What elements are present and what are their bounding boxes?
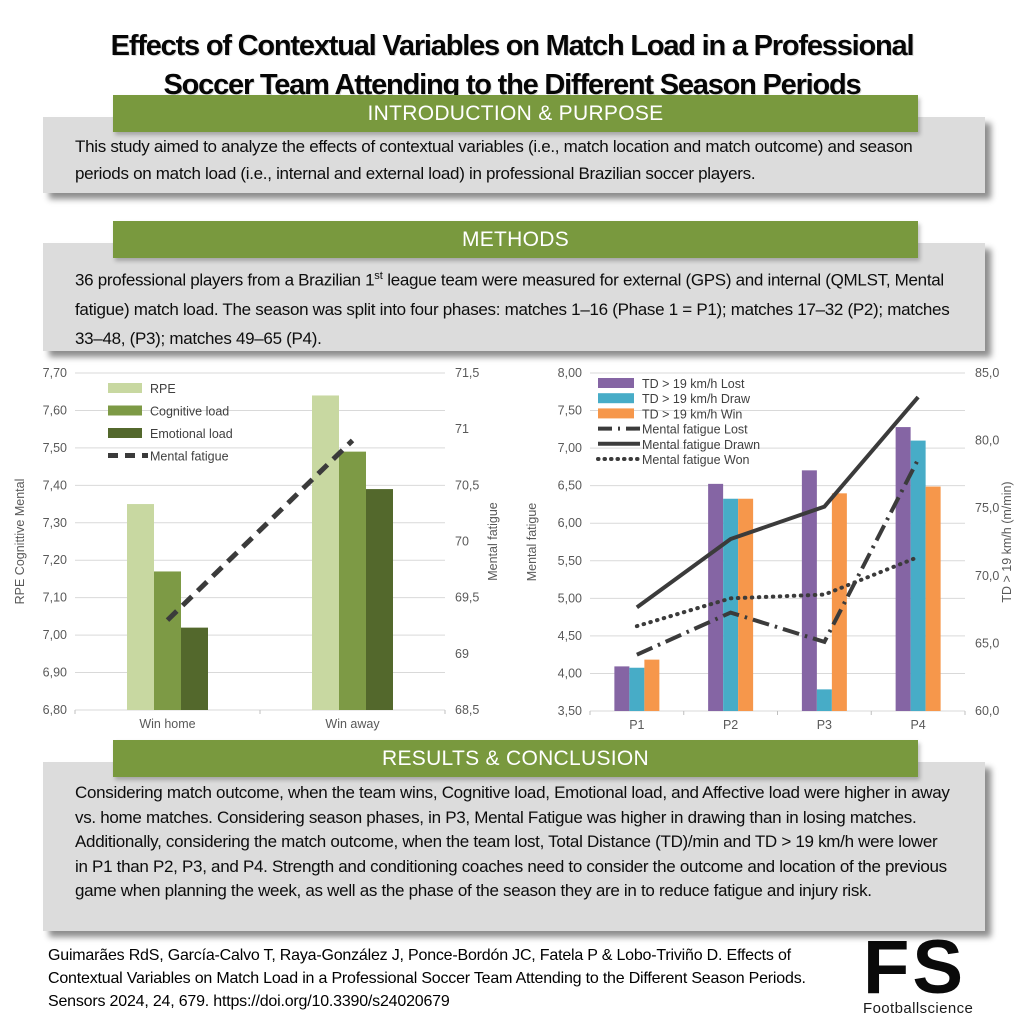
- svg-text:85,0: 85,0: [975, 366, 999, 380]
- svg-text:RPE Cognittive Mental: RPE Cognittive Mental: [13, 479, 27, 605]
- methods-body-box: 36 professional players from a Brazilian…: [43, 243, 985, 351]
- svg-text:5,50: 5,50: [558, 554, 582, 568]
- svg-text:TD > 19 km/h Draw: TD > 19 km/h Draw: [642, 392, 751, 406]
- svg-text:70: 70: [455, 535, 469, 549]
- svg-text:Win home: Win home: [139, 717, 195, 731]
- poster-title: Effects of Contextual Variables on Match…: [0, 27, 1024, 105]
- fs-logo-text: FS: [863, 925, 967, 1010]
- svg-text:71: 71: [455, 422, 469, 436]
- svg-text:6,00: 6,00: [558, 516, 582, 530]
- svg-text:3,50: 3,50: [558, 704, 582, 718]
- rpe-load-chart-svg: 6,80 6,90 7,00 7,10 7,20 7,30 7,40 7,50 7,60 7,70…: [13, 366, 500, 731]
- results-heading: RESULTS & CONCLUSION: [382, 747, 649, 770]
- intro-body: This study aimed to analyze the effects …: [75, 137, 913, 183]
- svg-text:Mental fatigue Won: Mental fatigue Won: [642, 453, 750, 467]
- svg-text:75,0: 75,0: [975, 501, 999, 515]
- td-fatigue-chart-svg: 3,50 4,00 4,50 5,00 5,50 6,00 6,50 7,00 7,50 8,00…: [525, 366, 1014, 732]
- svg-text:6,50: 6,50: [558, 479, 582, 493]
- svg-text:7,50: 7,50: [558, 404, 582, 418]
- intro-heading-bar: INTRODUCTION & PURPOSE: [113, 95, 918, 132]
- methods-superscript: st: [374, 270, 383, 282]
- methods-body: 36 professional players from a Brazilian…: [75, 270, 950, 348]
- svg-text:Mental fatigue Lost: Mental fatigue Lost: [642, 423, 748, 437]
- svg-text:RPE: RPE: [150, 382, 176, 396]
- svg-text:P2: P2: [723, 718, 738, 732]
- svg-text:Mental fatigue: Mental fatigue: [150, 450, 229, 464]
- svg-text:7,30: 7,30: [43, 516, 67, 530]
- svg-text:70,5: 70,5: [455, 478, 479, 492]
- svg-text:Win away: Win away: [325, 717, 380, 731]
- svg-text:P3: P3: [817, 718, 832, 732]
- svg-text:TD > 19 km/h Win: TD > 19 km/h Win: [642, 407, 742, 421]
- td-fatigue-chart: 3,50 4,00 4,50 5,00 5,50 6,00 6,50 7,00 7,50 8,00…: [518, 360, 1024, 744]
- svg-text:Cognitive load: Cognitive load: [150, 405, 229, 419]
- svg-text:7,50: 7,50: [43, 441, 67, 455]
- fs-logo: FS Footballscience: [863, 925, 1013, 1018]
- svg-text:4,00: 4,00: [558, 666, 582, 680]
- svg-text:7,10: 7,10: [43, 591, 67, 605]
- svg-text:4,50: 4,50: [558, 629, 582, 643]
- svg-text:69,5: 69,5: [455, 591, 479, 605]
- svg-text:68,5: 68,5: [455, 703, 479, 717]
- poster-title-line1: Effects of Contextual Variables on Match…: [110, 30, 915, 63]
- svg-text:60,0: 60,0: [975, 704, 999, 718]
- svg-text:7,60: 7,60: [43, 403, 67, 417]
- svg-text:TD > 19 km/h Lost: TD > 19 km/h Lost: [642, 377, 745, 391]
- svg-text:P1: P1: [629, 718, 644, 732]
- svg-text:6,90: 6,90: [43, 666, 67, 680]
- svg-text:TD > 19 km/h (m/min): TD > 19 km/h (m/min): [1000, 481, 1014, 602]
- svg-text:7,40: 7,40: [43, 478, 67, 492]
- svg-text:Emotional load: Emotional load: [150, 427, 233, 441]
- svg-text:65,0: 65,0: [975, 636, 999, 650]
- svg-text:6,80: 6,80: [43, 703, 67, 717]
- svg-text:70,0: 70,0: [975, 569, 999, 583]
- svg-text:8,00: 8,00: [558, 366, 582, 380]
- results-heading-bar: RESULTS & CONCLUSION: [113, 740, 918, 777]
- svg-text:71,5: 71,5: [455, 366, 479, 380]
- methods-heading-bar: METHODS: [113, 221, 918, 258]
- results-body-box: Considering match outcome, when the team…: [43, 762, 985, 931]
- svg-text:P4: P4: [910, 718, 925, 732]
- svg-text:7,00: 7,00: [43, 628, 67, 642]
- svg-text:Mental fatigue Drawn: Mental fatigue Drawn: [642, 438, 760, 452]
- methods-heading: METHODS: [461, 228, 570, 251]
- svg-text:69: 69: [455, 647, 469, 661]
- svg-text:7,20: 7,20: [43, 553, 67, 567]
- intro-heading: INTRODUCTION & PURPOSE: [367, 102, 664, 125]
- svg-text:5,00: 5,00: [558, 591, 582, 605]
- svg-text:7,70: 7,70: [43, 366, 67, 380]
- citation-text: Guimarães RdS, García-Calvo T, Raya-Gonz…: [48, 947, 806, 1010]
- rpe-load-chart: 6,80 6,90 7,00 7,10 7,20 7,30 7,40 7,50 7,60 7,70…: [8, 360, 513, 744]
- svg-text:Mental fatigue: Mental fatigue: [525, 503, 539, 582]
- svg-text:7,00: 7,00: [558, 441, 582, 455]
- svg-text:Mental fatigue: Mental fatigue: [486, 502, 500, 581]
- results-body: Considering match outcome, when the team…: [75, 783, 950, 900]
- fs-logo-subtext: Footballscience: [863, 1000, 974, 1017]
- svg-text:80,0: 80,0: [975, 434, 999, 448]
